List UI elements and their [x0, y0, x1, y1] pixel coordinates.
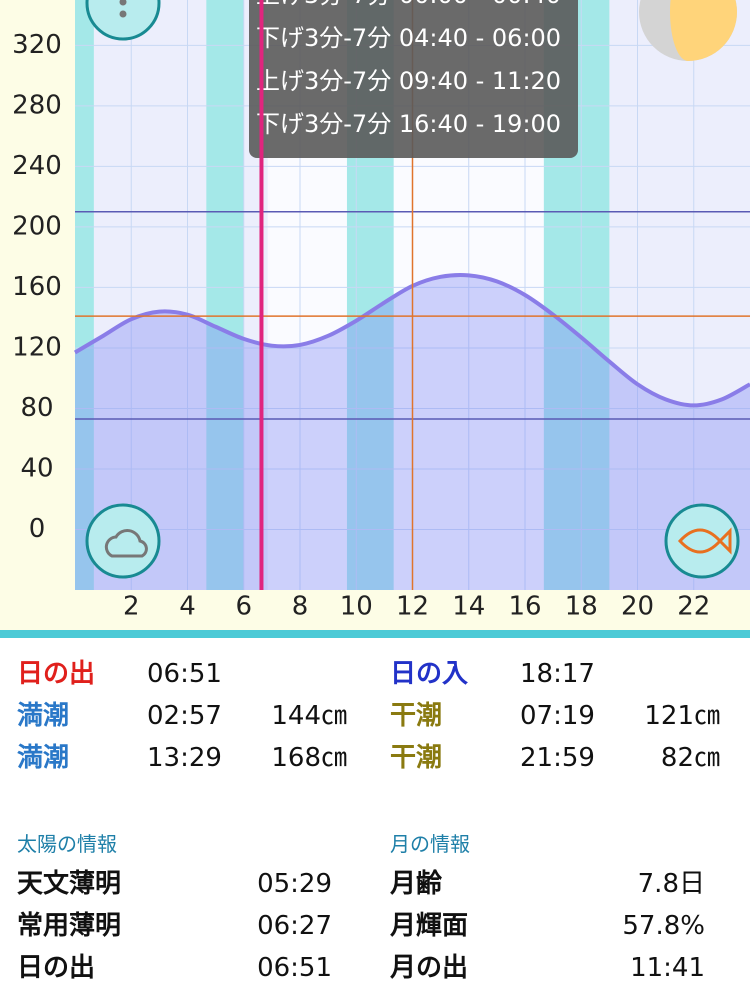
fish-button[interactable] — [664, 503, 740, 579]
fishing-tooltip: 上げ3分-7分 00:00 - 00:40 下げ3分-7分 04:40 - 06:… — [249, 0, 578, 158]
tide-label: 干潮 — [390, 743, 443, 773]
x-tick-label: 2 — [123, 592, 140, 622]
y-tick-label: 120 — [12, 332, 62, 362]
y-tick-label: 200 — [12, 211, 62, 241]
info-value: 05:29 — [257, 869, 332, 899]
x-tick-label: 6 — [235, 592, 252, 622]
x-tick-label: 22 — [677, 592, 710, 622]
fishing-band — [75, 0, 94, 590]
sunset-label: 日の入 — [390, 659, 469, 689]
moon-lit — [670, 0, 737, 61]
chart: 0 40 80 120 160 200 240 280 320 2 4 6 8 10 12 14 16 18 20 2… — [0, 0, 750, 630]
tide-label: 干潮 — [390, 701, 443, 731]
sunrise-time: 06:51 — [147, 659, 222, 689]
info-value: 06:51 — [257, 953, 332, 983]
info-label: 月齢 — [390, 869, 443, 899]
sunset-time: 18:17 — [520, 659, 595, 689]
x-tick-label: 8 — [292, 592, 309, 622]
x-tick-label: 16 — [508, 592, 541, 622]
tooltip-row: 上げ3分-7分 00:00 - 00:40 — [256, 0, 561, 9]
info-label: 月輝面 — [390, 911, 469, 941]
y-tick-label: 40 — [20, 453, 53, 483]
y-tick-label: 80 — [20, 393, 53, 423]
info-label: 日の出 — [17, 953, 96, 983]
x-tick-label: 10 — [340, 592, 373, 622]
menu-dot — [119, 10, 127, 18]
tide-time: 21:59 — [520, 743, 595, 773]
x-tick-label: 4 — [179, 592, 196, 622]
section-title: 太陽の情報 — [17, 832, 117, 856]
tooltip-row: 下げ3分-7分 04:40 - 06:00 — [256, 24, 561, 52]
fishing-band — [206, 0, 244, 590]
info-label: 常用薄明 — [17, 911, 122, 941]
tide-time: 13:29 — [147, 743, 222, 773]
tooltip-row: 下げ3分-7分 16:40 - 19:00 — [256, 110, 561, 138]
tooltip-box — [249, 0, 578, 158]
x-tick-label: 20 — [621, 592, 654, 622]
x-tick-label: 14 — [452, 592, 485, 622]
x-tick-label: 18 — [565, 592, 598, 622]
weather-button[interactable] — [85, 503, 161, 579]
info-value: 11:41 — [630, 953, 705, 983]
menu-button[interactable] — [85, 0, 161, 41]
info-value: 06:27 — [257, 911, 332, 941]
y-tick-label: 280 — [12, 90, 62, 120]
y-tick-label: 320 — [12, 30, 62, 60]
x-tick-label: 12 — [396, 592, 429, 622]
info-label: 月の出 — [390, 953, 469, 983]
tide-time: 02:57 — [147, 701, 222, 731]
info-value: 7.8日 — [637, 869, 705, 899]
tide-height: 82㎝ — [660, 743, 720, 773]
tooltip-row: 上げ3分-7分 09:40 - 11:20 — [256, 67, 561, 95]
info-value: 57.8% — [622, 911, 705, 941]
section-title: 月の情報 — [390, 832, 470, 856]
info-label: 天文薄明 — [17, 869, 122, 899]
divider — [0, 630, 750, 638]
weather-icon — [104, 529, 148, 558]
tide-label: 満潮 — [17, 743, 70, 773]
tide-height: 144㎝ — [271, 701, 347, 731]
tide-height: 168㎝ — [271, 743, 347, 773]
fish-icon — [677, 527, 732, 555]
y-tick-label: 240 — [12, 151, 62, 181]
tide-time: 07:19 — [520, 701, 595, 731]
tide-height: 121㎝ — [644, 701, 720, 731]
y-tick-label: 0 — [29, 514, 46, 544]
sunrise-label: 日の出 — [17, 659, 96, 689]
menu-dot — [119, 0, 127, 6]
tide-label: 満潮 — [17, 701, 70, 731]
y-tick-label: 160 — [12, 272, 62, 302]
